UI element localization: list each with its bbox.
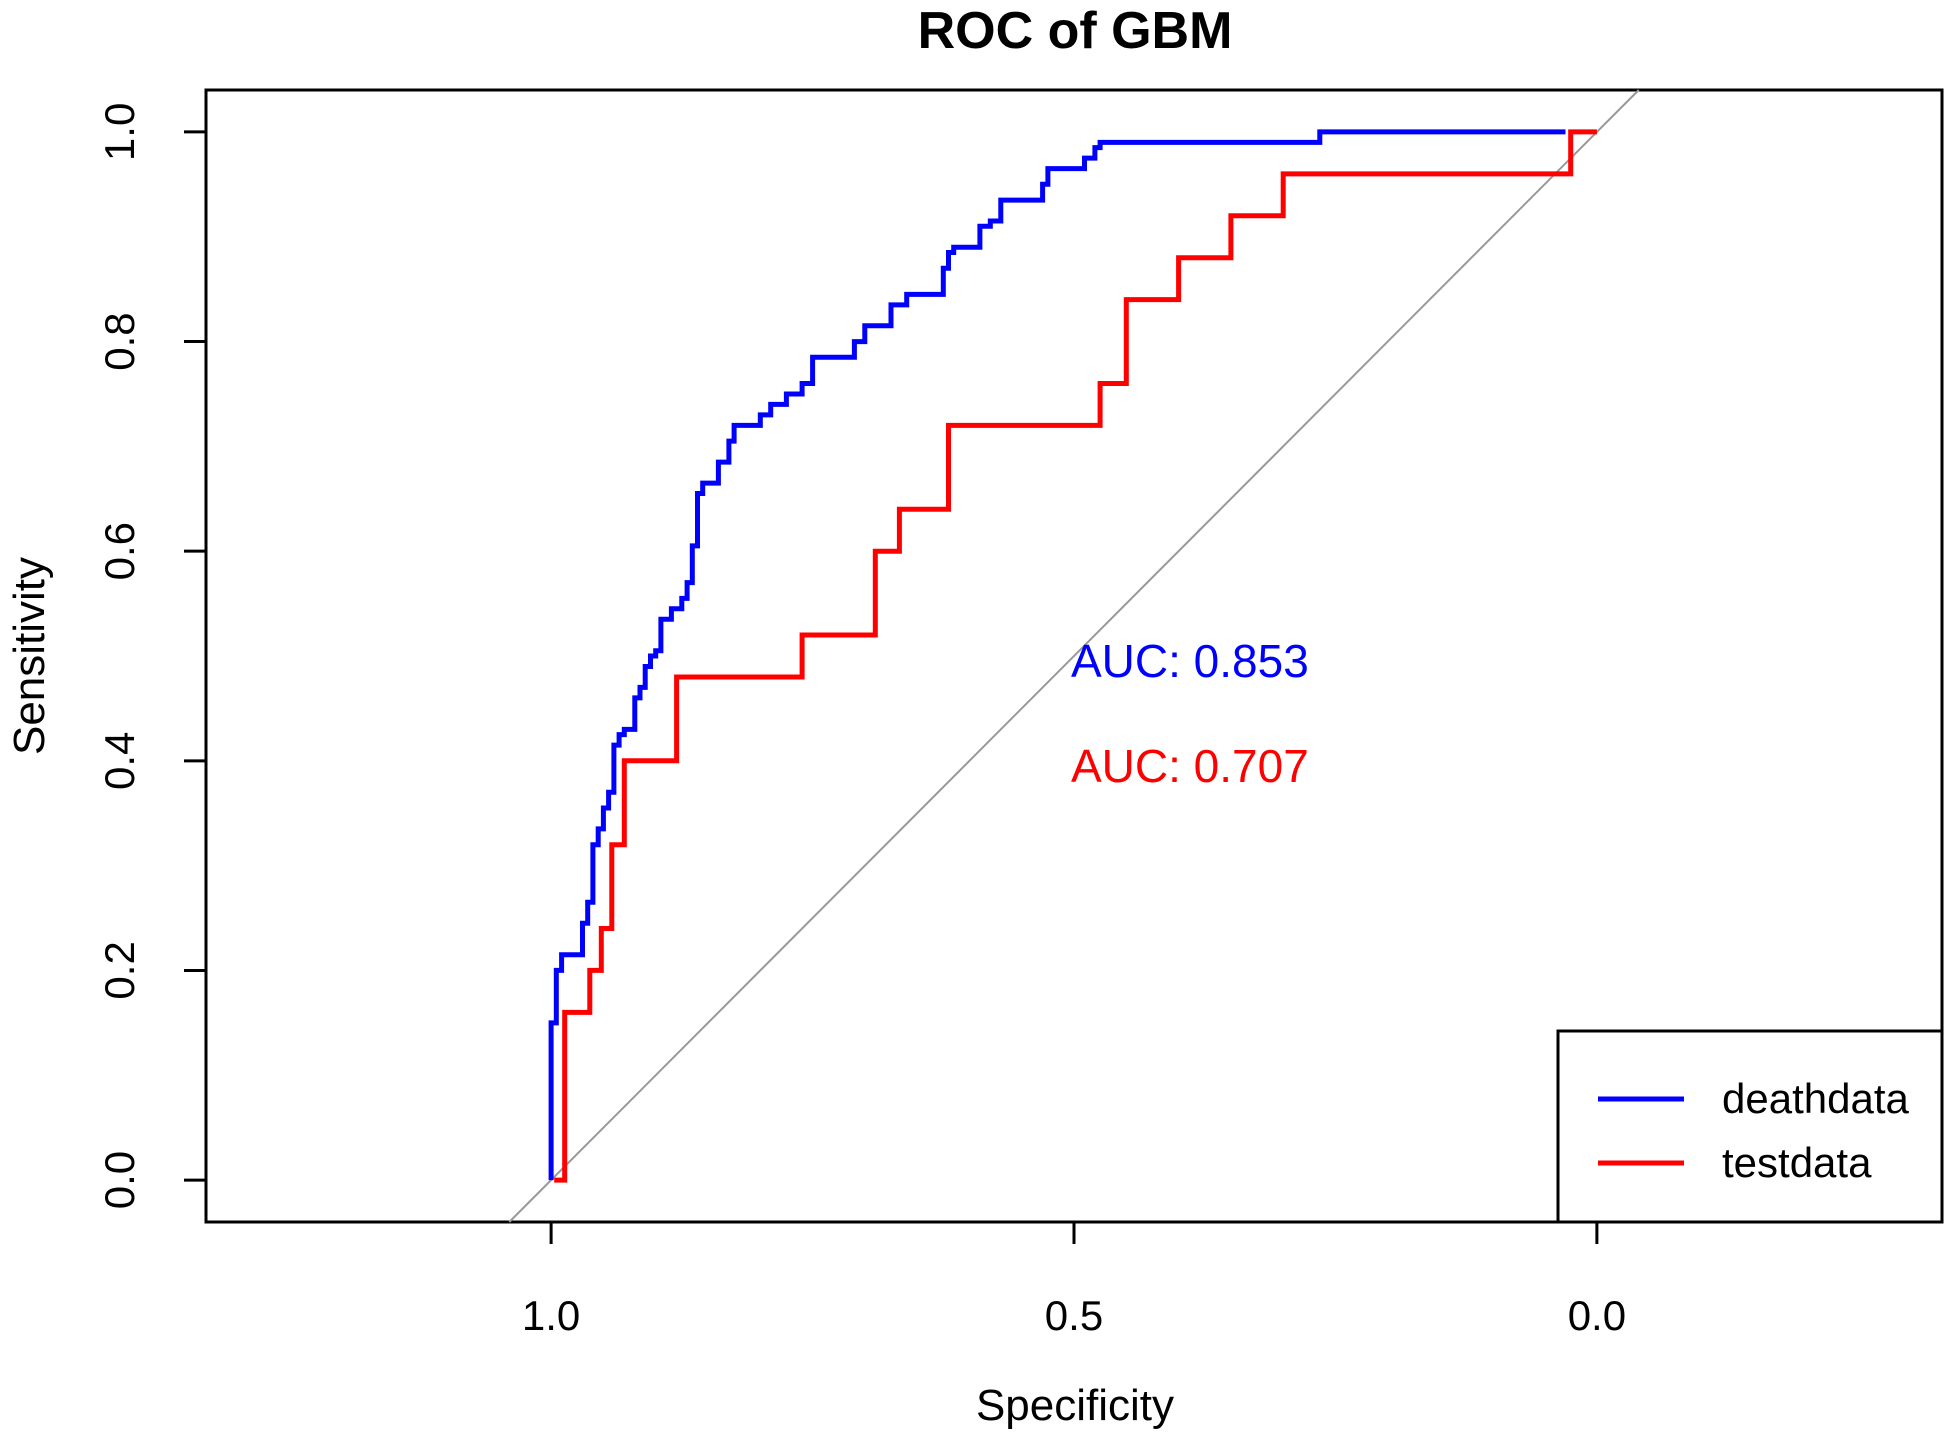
y-tick-label-4: 0.8 xyxy=(96,312,143,370)
reference-line-layer xyxy=(508,89,1640,1223)
y-axis-label: Sensitivity xyxy=(5,557,54,755)
auc-annotation-1: AUC: 0.707 xyxy=(1071,740,1309,792)
y-axis: 0.0 0.2 0.4 0.6 0.8 1.0 xyxy=(96,103,208,1209)
series-line-deathdata xyxy=(548,129,1566,1181)
series-line-testdata xyxy=(554,129,1597,1183)
x-tick-label-1: 0.5 xyxy=(1045,1292,1103,1339)
legend-label-deathdata: deathdata xyxy=(1722,1075,1909,1122)
x-axis-label: Specificity xyxy=(976,1381,1174,1430)
annotation-layer: AUC: 0.853 AUC: 0.707 xyxy=(1071,635,1309,792)
legend-box xyxy=(1556,1029,1944,1224)
legend: deathdata testdata xyxy=(1556,1029,1944,1224)
y-tick-label-0: 0.0 xyxy=(96,1151,143,1209)
series-layer xyxy=(548,129,1597,1183)
chart-title: ROC of GBM xyxy=(918,2,1233,60)
y-tick-label-3: 0.6 xyxy=(96,522,143,580)
x-tick-label-0: 1.0 xyxy=(522,1292,580,1339)
y-tick-label-5: 1.0 xyxy=(96,103,143,161)
y-tick-label-2: 0.4 xyxy=(96,732,143,790)
reference-diagonal-line xyxy=(508,89,1640,1223)
x-tick-label-2: 0.0 xyxy=(1568,1292,1626,1339)
y-tick-label-1: 0.2 xyxy=(96,941,143,999)
x-axis: 1.0 0.5 0.0 xyxy=(522,1220,1626,1339)
legend-label-testdata: testdata xyxy=(1722,1139,1872,1186)
auc-annotation-0: AUC: 0.853 xyxy=(1071,635,1309,687)
